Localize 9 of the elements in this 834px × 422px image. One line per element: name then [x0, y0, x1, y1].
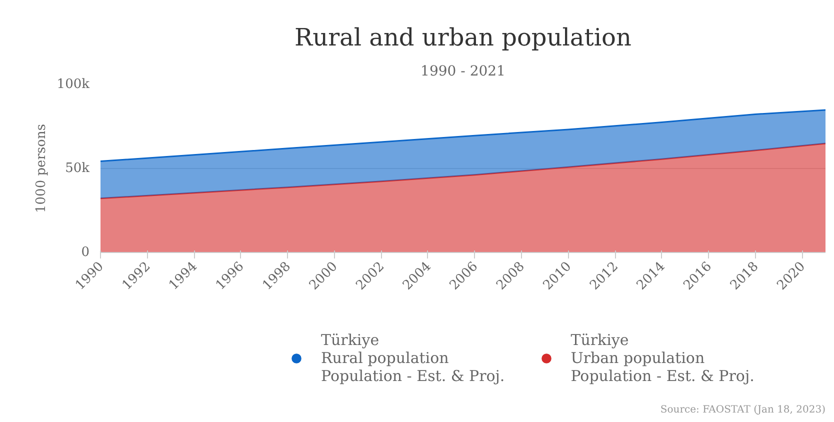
legend-label: Türkiye Rural population Population - Est. & Proj. — [321, 331, 505, 385]
chart-subtitle: 1990 - 2021 — [420, 64, 506, 80]
y-tick-label: 100k — [56, 77, 90, 92]
source-note: Source: FAOSTAT (Jan 18, 2023) — [660, 404, 826, 416]
y-tick-label: 50k — [65, 161, 90, 176]
chart-title: Rural and urban population — [294, 24, 632, 52]
legend-label: Türkiye Urban population Population - Est. & Proj. — [570, 331, 754, 385]
y-tick-label: 0 — [81, 245, 90, 260]
y-axis-title: 1000 persons — [34, 124, 49, 213]
